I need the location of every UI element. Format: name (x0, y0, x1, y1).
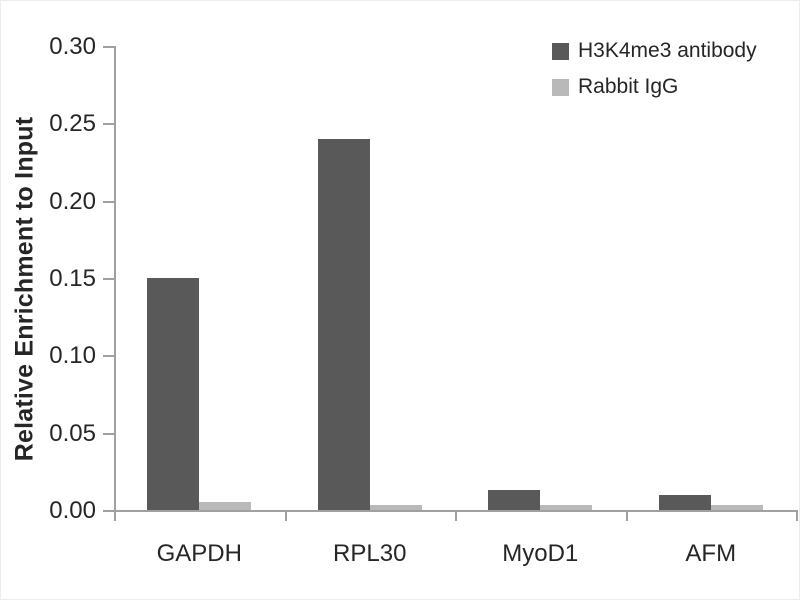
bar (710, 505, 763, 510)
y-tick-mark (103, 200, 114, 203)
legend-swatch (552, 78, 569, 96)
bar (369, 505, 422, 510)
y-tick-mark (103, 123, 114, 126)
x-category-label: AFM (685, 540, 737, 567)
bar (199, 502, 252, 510)
bar (147, 278, 200, 510)
legend-label: H3K4me3 antibody (578, 39, 757, 62)
x-tick-mark (796, 510, 798, 521)
x-category-label: RPL30 (333, 540, 407, 567)
x-tick-mark (284, 510, 287, 521)
legend: H3K4me3 antibody Rabbit IgG (552, 39, 757, 111)
bar (488, 489, 541, 510)
legend-swatch (552, 42, 569, 60)
y-tick-label: 0.30 (49, 33, 96, 60)
legend-label: Rabbit IgG (578, 75, 679, 98)
y-tick-label: 0.25 (49, 110, 96, 138)
bar (317, 138, 370, 510)
bar (658, 494, 711, 510)
y-tick-mark (103, 278, 114, 280)
y-tick-label: 0.20 (49, 187, 96, 215)
x-tick-mark (114, 510, 116, 521)
x-tick-mark (625, 510, 628, 521)
bar (540, 505, 593, 510)
y-tick-mark (103, 510, 114, 512)
y-tick-label: 0.00 (49, 497, 96, 524)
legend-item: Rabbit IgG (552, 75, 757, 99)
y-tick-mark (103, 46, 114, 48)
y-tick-mark (103, 355, 114, 358)
y-tick-label: 0.05 (49, 419, 96, 447)
x-tick-mark (455, 510, 457, 521)
x-category-label: GAPDH (156, 540, 242, 567)
y-tick-label: 0.15 (49, 265, 96, 292)
legend-item: H3K4me3 antibody (552, 39, 757, 63)
y-tick-label: 0.10 (49, 342, 96, 370)
y-axis-line (114, 46, 116, 512)
y-tick-mark (103, 432, 114, 435)
x-category-label: MyoD1 (502, 540, 579, 567)
